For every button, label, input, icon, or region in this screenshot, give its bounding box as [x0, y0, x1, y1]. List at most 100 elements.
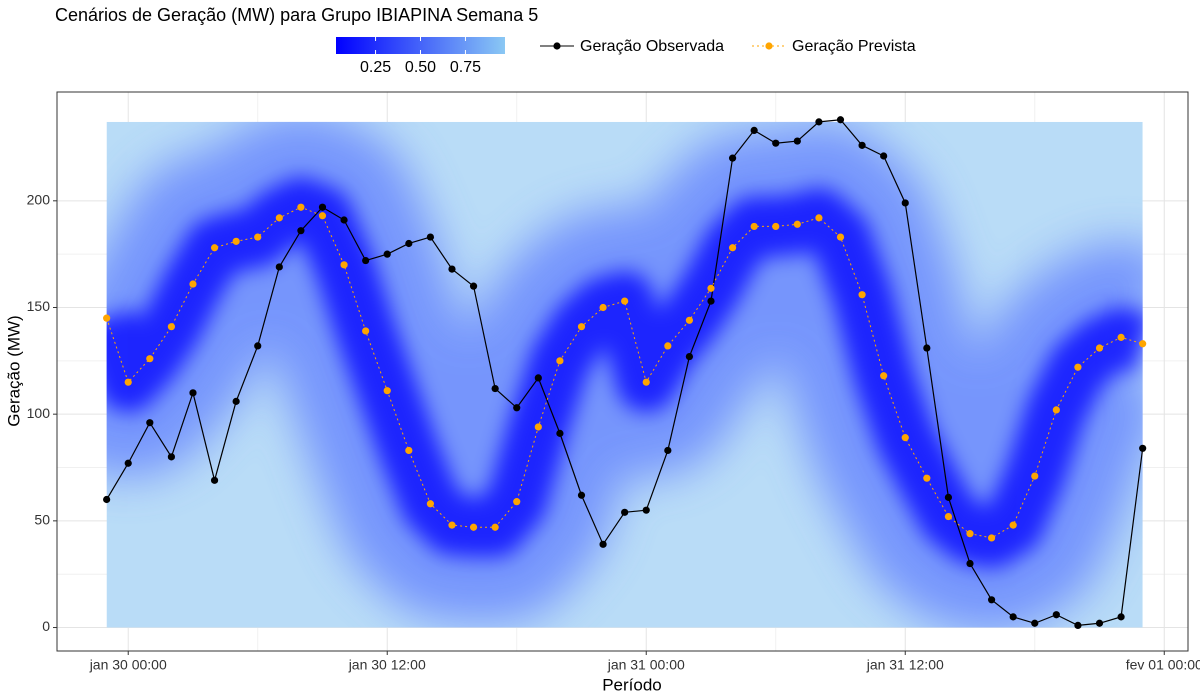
data-point [923, 344, 931, 352]
data-point [167, 323, 175, 331]
data-point [210, 244, 219, 252]
x-tick-label: fev 01 00:00 [1126, 657, 1200, 673]
data-point [469, 523, 478, 531]
data-point [1117, 333, 1125, 341]
data-point [664, 342, 672, 350]
data-point [340, 216, 348, 224]
data-point [987, 534, 996, 542]
data-point [146, 419, 154, 427]
data-point [577, 491, 586, 499]
data-point [685, 352, 694, 361]
data-point [966, 530, 974, 538]
data-point [254, 342, 262, 350]
data-point [750, 126, 758, 135]
data-point [275, 263, 283, 271]
data-point [858, 141, 866, 149]
data-point [275, 214, 283, 222]
data-point [664, 446, 672, 455]
data-point [318, 203, 327, 211]
data-point [426, 500, 435, 508]
colorbar [336, 37, 505, 54]
data-point [103, 495, 111, 504]
y-tick-label: 50 [34, 512, 50, 528]
data-point [728, 244, 737, 252]
data-point [146, 355, 154, 363]
y-tick-label: 200 [27, 192, 51, 208]
data-point [793, 137, 801, 145]
data-point [599, 303, 607, 312]
data-point [793, 220, 801, 228]
data-point [210, 476, 219, 484]
data-point [1009, 521, 1017, 529]
data-point [232, 237, 240, 245]
data-point [1139, 444, 1147, 452]
colorbar-label: 0.50 [405, 59, 436, 76]
data-point [124, 459, 132, 467]
legend-marker [765, 42, 773, 50]
data-point [1031, 619, 1039, 627]
data-point [556, 429, 564, 437]
data-point [405, 239, 413, 248]
data-point [966, 559, 974, 568]
x-tick-label: jan 30 12:00 [348, 657, 426, 673]
data-point [297, 203, 305, 211]
legend-label: Geração Observada [580, 38, 724, 55]
data-point [426, 233, 435, 241]
data-point [448, 521, 456, 529]
data-point [318, 212, 327, 220]
data-point [232, 397, 240, 405]
data-point [340, 261, 348, 269]
legend-marker [553, 42, 561, 50]
data-point [772, 139, 780, 147]
data-point [1074, 363, 1082, 371]
data-point [534, 423, 542, 431]
data-point [880, 372, 888, 380]
data-point [858, 291, 866, 299]
data-point [297, 227, 305, 235]
data-point [750, 222, 758, 231]
data-point [987, 596, 996, 604]
data-point [901, 434, 909, 442]
data-point [513, 498, 521, 506]
data-point [534, 374, 542, 382]
x-axis-label: Período [602, 675, 662, 694]
data-point [383, 250, 391, 258]
legend-label: Geração Prevista [792, 38, 916, 55]
data-point [880, 152, 888, 160]
data-point [405, 446, 413, 455]
data-point [1095, 344, 1104, 352]
data-point [189, 389, 197, 397]
data-point [944, 512, 953, 521]
data-point [815, 214, 823, 222]
plot-border [56, 91, 1189, 652]
data-point [103, 314, 111, 322]
data-point [577, 323, 586, 331]
data-point [448, 265, 456, 273]
data-point [1031, 472, 1039, 480]
data-point [599, 540, 607, 548]
data-point [836, 116, 845, 124]
chart-title: Cenários de Geração (MW) para Grupo IBIA… [55, 5, 538, 25]
data-point [772, 222, 780, 231]
data-point [815, 118, 823, 126]
data-point [836, 233, 845, 241]
data-point [1052, 611, 1060, 619]
y-tick-label: 150 [27, 298, 51, 314]
data-point [1095, 619, 1104, 627]
data-point [124, 378, 132, 386]
data-point [923, 474, 931, 482]
data-point [362, 327, 370, 335]
colorbar-label: 0.75 [450, 59, 481, 76]
x-tick-label: jan 31 00:00 [607, 657, 685, 673]
data-point [469, 282, 478, 290]
data-point [1117, 613, 1125, 621]
data-point [513, 404, 521, 412]
x-tick-label: jan 31 12:00 [866, 657, 944, 673]
y-axis-label: Geração (MW) [4, 315, 23, 426]
colorbar-label: 0.25 [360, 59, 391, 76]
y-tick-label: 0 [42, 618, 50, 634]
data-point [707, 297, 715, 305]
data-point [383, 387, 391, 395]
data-point [1139, 340, 1147, 348]
